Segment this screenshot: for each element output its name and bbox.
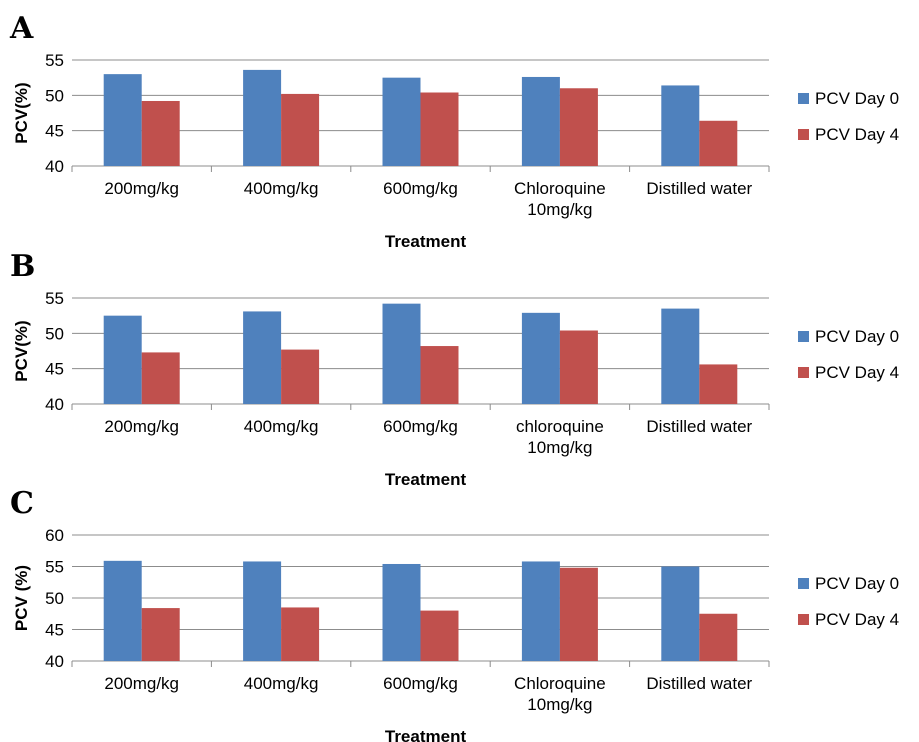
legend-label-day0: PCV Day 0	[815, 327, 899, 346]
bar-day0	[661, 309, 699, 404]
x-tick-label: Distilled water	[646, 674, 752, 693]
x-tick-label: Distilled water	[646, 179, 752, 198]
bar-day4	[699, 364, 737, 404]
y-tick-label: 45	[45, 360, 64, 379]
y-tick-label: 55	[45, 558, 64, 577]
panel-label-c: C	[10, 486, 34, 521]
y-tick-label: 40	[45, 157, 64, 176]
bar-day4	[142, 101, 180, 166]
bar-day0	[383, 564, 421, 661]
bar-day0	[522, 561, 560, 661]
bar-day4	[699, 121, 737, 166]
y-tick-label: 45	[45, 621, 64, 640]
bar-day4	[560, 568, 598, 661]
legend-swatch-day0	[798, 331, 809, 342]
x-tick-label: 400mg/kg	[244, 417, 319, 436]
legend-label-day0: PCV Day 0	[815, 89, 899, 108]
y-axis-title: PCV (%)	[12, 565, 31, 631]
x-tick-label: 10mg/kg	[527, 438, 592, 457]
bar-day4	[281, 94, 319, 166]
x-tick-label: chloroquine	[516, 417, 604, 436]
bar-day4	[699, 614, 737, 661]
x-tick-label: 600mg/kg	[383, 179, 458, 198]
legend-swatch-day0	[798, 93, 809, 104]
x-tick-label: Chloroquine	[514, 179, 606, 198]
y-axis-title: PCV(%)	[12, 82, 31, 143]
x-tick-label: 200mg/kg	[104, 417, 179, 436]
bar-day0	[522, 313, 560, 404]
bar-day4	[142, 352, 180, 404]
x-tick-label: 200mg/kg	[104, 179, 179, 198]
x-axis-title: Treatment	[385, 232, 467, 251]
x-axis-title: Treatment	[385, 727, 467, 742]
bar-day0	[243, 70, 281, 166]
y-tick-label: 55	[45, 289, 64, 308]
y-axis-title: PCV(%)	[12, 320, 31, 381]
bar-day0	[383, 304, 421, 404]
bar-day4	[560, 88, 598, 166]
x-tick-label: 600mg/kg	[383, 674, 458, 693]
x-tick-label: 600mg/kg	[383, 417, 458, 436]
bar-day0	[243, 311, 281, 404]
y-tick-label: 45	[45, 122, 64, 141]
bar-day0	[243, 561, 281, 661]
legend-label-day4: PCV Day 4	[815, 610, 899, 629]
legend-swatch-day4	[798, 614, 809, 625]
y-tick-label: 55	[45, 51, 64, 70]
legend-swatch-day4	[798, 367, 809, 378]
bar-day0	[661, 567, 699, 662]
bar-day4	[560, 331, 598, 404]
legend-label-day4: PCV Day 4	[815, 363, 899, 382]
y-tick-label: 50	[45, 86, 64, 105]
bar-day4	[421, 346, 459, 404]
y-tick-label: 60	[45, 526, 64, 545]
x-tick-label: Chloroquine	[514, 674, 606, 693]
y-tick-label: 50	[45, 589, 64, 608]
panel-label-b: B	[10, 249, 35, 284]
x-tick-label: 10mg/kg	[527, 695, 592, 714]
bar-day0	[104, 561, 142, 661]
bar-day0	[383, 78, 421, 166]
bar-day0	[522, 77, 560, 166]
bar-day4	[421, 611, 459, 661]
x-tick-label: 400mg/kg	[244, 179, 319, 198]
bar-day0	[104, 316, 142, 404]
bar-day0	[661, 85, 699, 166]
x-tick-label: 400mg/kg	[244, 674, 319, 693]
x-axis-title: Treatment	[385, 470, 467, 489]
y-tick-label: 50	[45, 324, 64, 343]
x-tick-label: Distilled water	[646, 417, 752, 436]
bar-day4	[142, 608, 180, 661]
y-tick-label: 40	[45, 395, 64, 414]
x-tick-label: 10mg/kg	[527, 200, 592, 219]
bar-day4	[421, 93, 459, 166]
bar-day4	[281, 607, 319, 661]
bar-day4	[281, 350, 319, 404]
legend-swatch-day0	[798, 578, 809, 589]
panel-label-a: A	[9, 11, 34, 46]
legend-label-day0: PCV Day 0	[815, 574, 899, 593]
y-tick-label: 40	[45, 652, 64, 671]
legend-label-day4: PCV Day 4	[815, 125, 899, 144]
legend-swatch-day4	[798, 129, 809, 140]
x-tick-label: 200mg/kg	[104, 674, 179, 693]
bar-day0	[104, 74, 142, 166]
